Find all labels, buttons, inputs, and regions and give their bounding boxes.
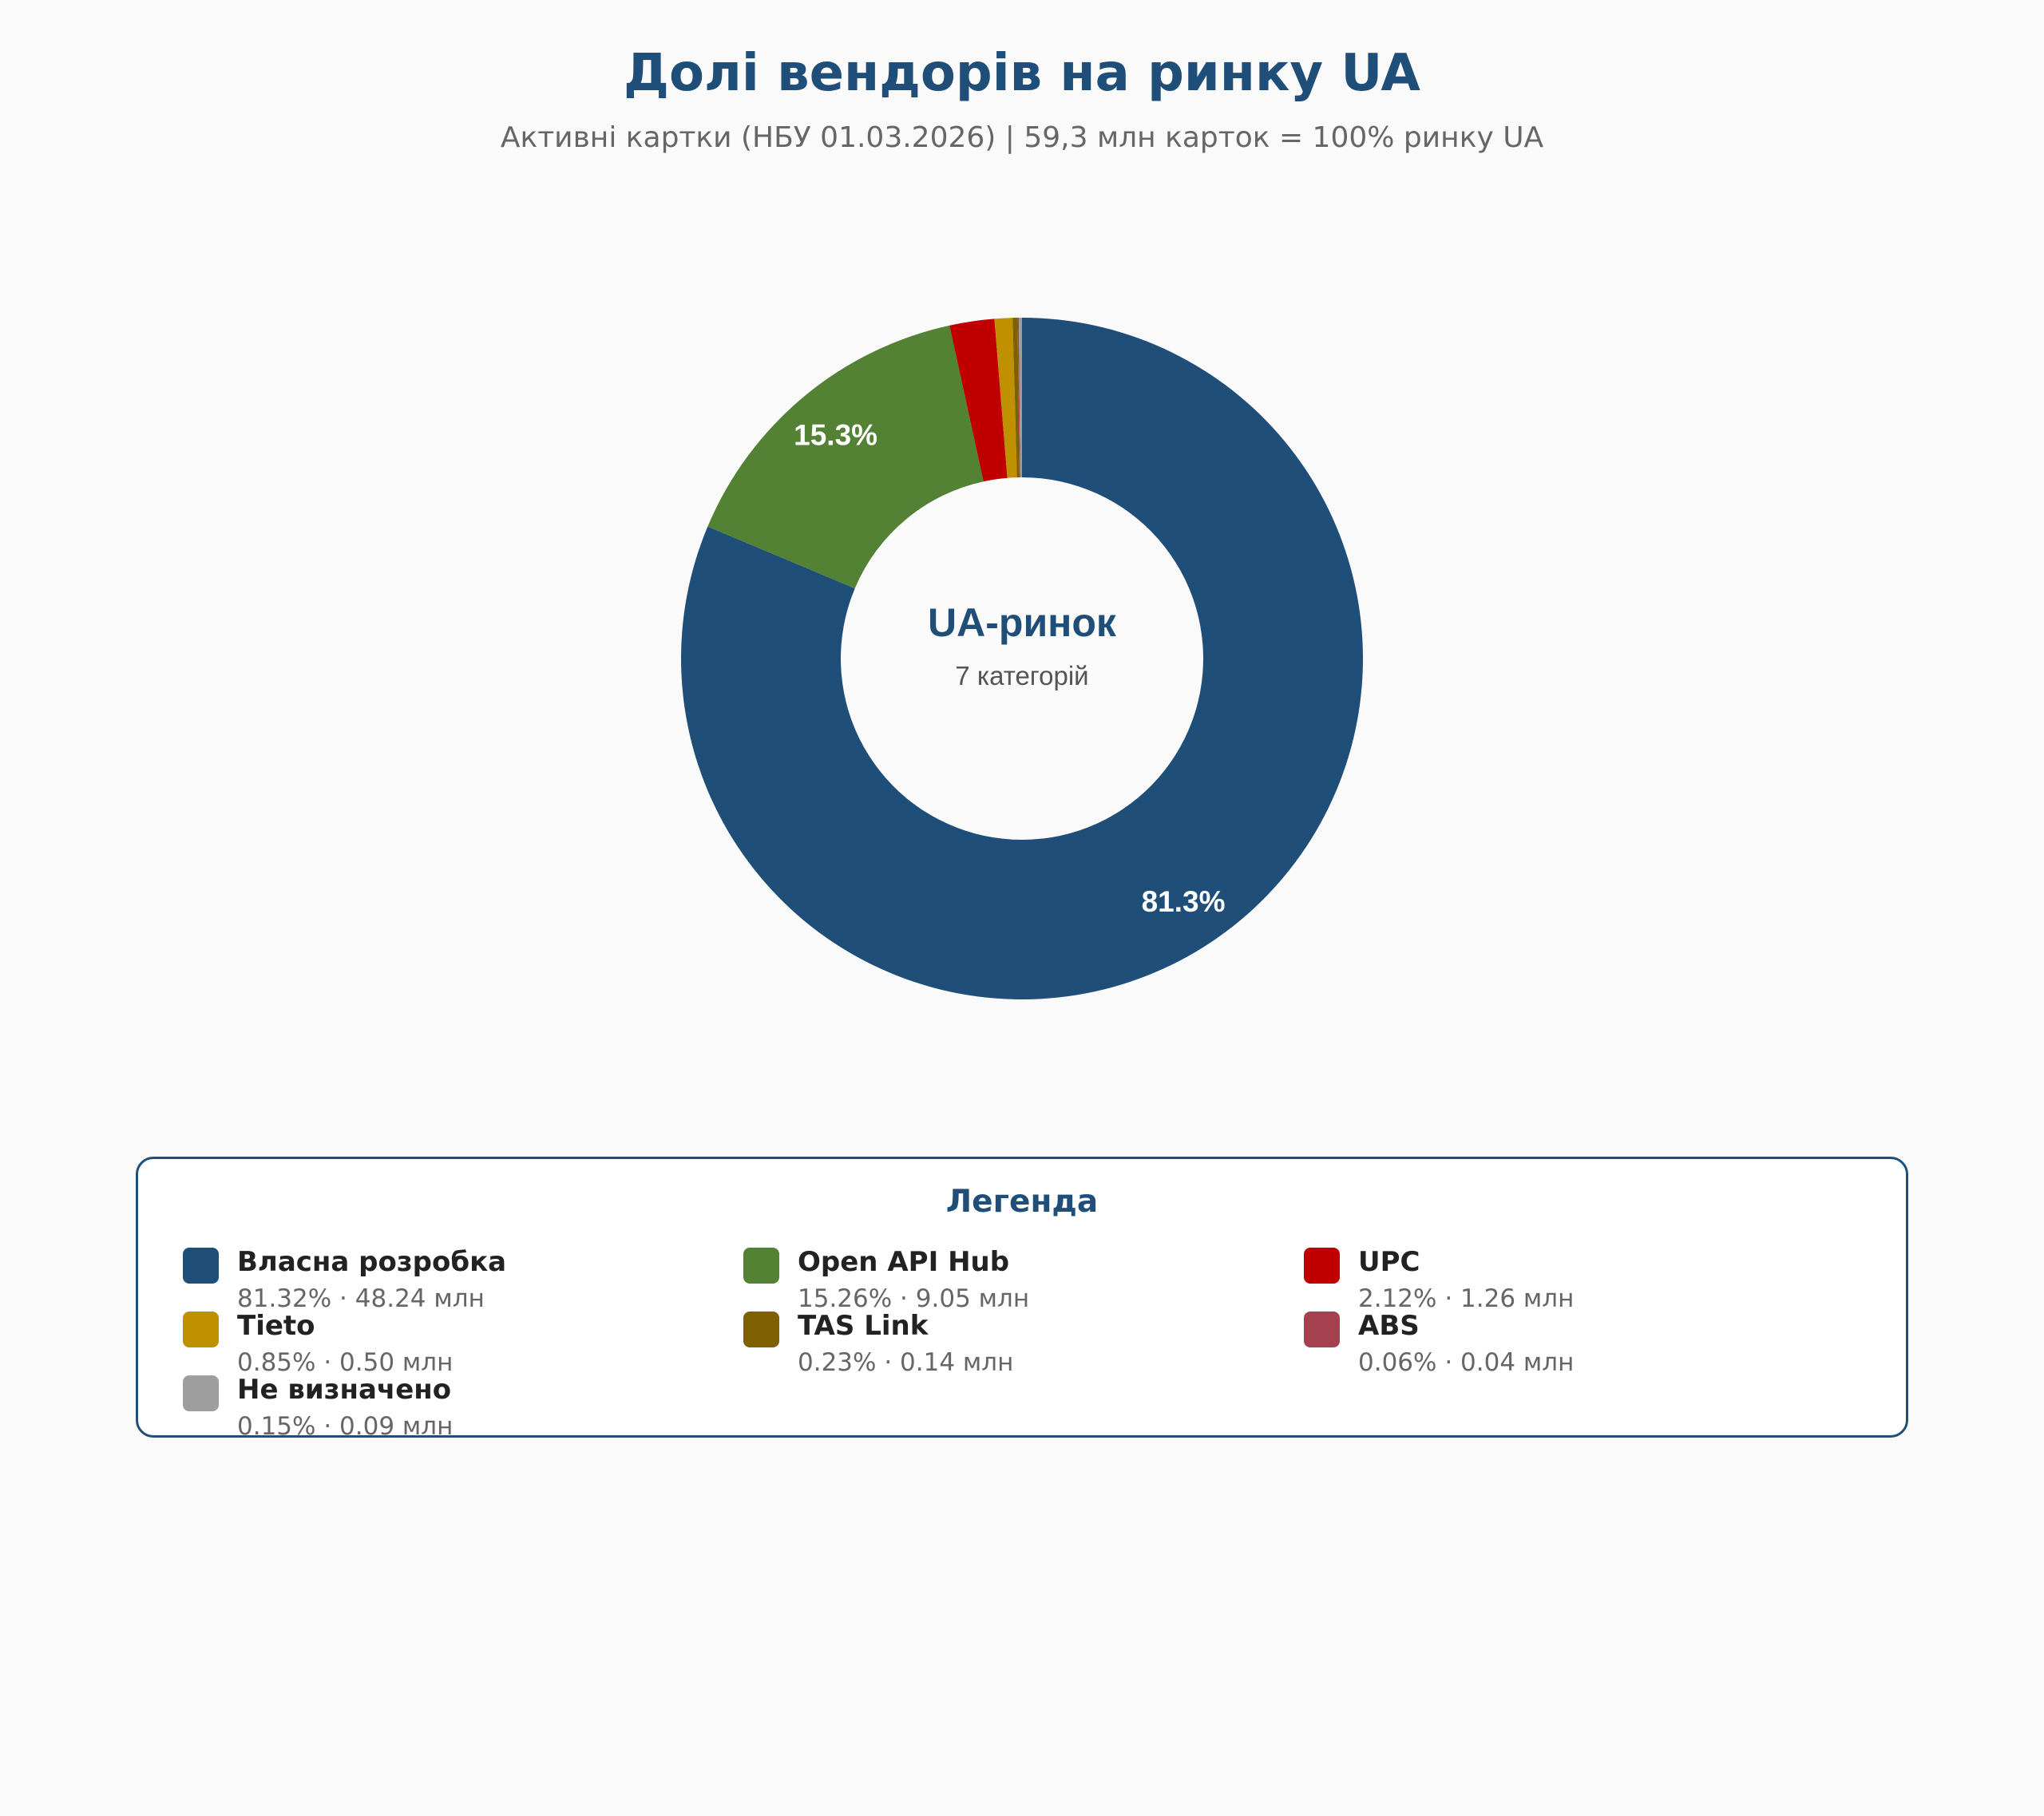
- legend-item-value: 81.32% · 48.24 млн: [237, 1284, 485, 1313]
- legend-item-ne-vyznacheno: Не визначено 0.15% · 0.09 млн: [183, 1371, 710, 1441]
- slice-labels-group: 81.3% 15.3%: [794, 418, 1225, 918]
- legend-title: Легенда: [945, 1184, 1099, 1220]
- donut-slice-7: [1018, 318, 1022, 478]
- legend-swatch: [743, 1248, 779, 1284]
- legend-item-vlasna-rozrobka: Власна розробка 81.32% · 48.24 млн: [183, 1244, 710, 1313]
- legend-item-abs: ABS 0.06% · 0.04 млн: [1304, 1308, 1831, 1377]
- legend-box: Легенда Власна розробка 81.32% · 48.24 м…: [136, 1157, 1908, 1441]
- donut-slice-2: [707, 325, 984, 589]
- donut-slice-5: [1012, 318, 1020, 478]
- page-title: Долі вендорів на ринку UA: [624, 44, 1420, 103]
- legend-swatch: [1304, 1248, 1340, 1284]
- legend-item-tieto: Tieto 0.85% · 0.50 млн: [183, 1308, 710, 1377]
- legend-item-name: Власна розробка: [237, 1246, 507, 1278]
- legend-swatch: [183, 1248, 219, 1284]
- donut-slice-4: [994, 318, 1017, 478]
- legend-item-upc: UPC 2.12% · 1.26 млн: [1304, 1244, 1831, 1313]
- page-subtitle: Активні картки (НБУ 01.03.2026) | 59,3 м…: [500, 121, 1544, 154]
- legend-swatch: [743, 1312, 779, 1347]
- donut-slice-1: [680, 318, 1363, 999]
- legend-item-name: TAS Link: [798, 1310, 929, 1342]
- legend-swatch: [1304, 1312, 1340, 1347]
- legend-item-open-api-hub: Open API Hub 15.26% · 9.05 млн: [743, 1244, 1270, 1313]
- slices-group: [680, 318, 1363, 999]
- donut-chart: 81.3% 15.3% UA-ринок 7 категорій: [680, 318, 1363, 999]
- legend-item-name: Tieto: [237, 1310, 315, 1342]
- legend-item-name: Не визначено: [237, 1374, 452, 1406]
- donut-center-subtitle: 7 категорій: [955, 661, 1088, 690]
- legend-item-value: 0.06% · 0.04 млн: [1358, 1348, 1575, 1377]
- legend-item-value: 0.23% · 0.14 млн: [798, 1348, 1014, 1377]
- donut-slice-3: [949, 318, 1008, 482]
- legend-item-tas-link: TAS Link 0.23% · 0.14 млн: [743, 1308, 1270, 1377]
- legend-item-value: 0.85% · 0.50 млн: [237, 1348, 454, 1377]
- donut-center-title: UA-ринок: [928, 600, 1117, 645]
- legend-item-value: 15.26% · 9.05 млн: [798, 1284, 1030, 1313]
- legend-item-name: Open API Hub: [798, 1246, 1010, 1278]
- slice-label-1: 81.3%: [1142, 885, 1226, 918]
- legend-swatch: [183, 1312, 219, 1347]
- legend-item-name: ABS: [1358, 1310, 1420, 1342]
- legend-item-name: UPC: [1358, 1246, 1420, 1278]
- donut-slice-6: [1017, 318, 1020, 478]
- legend-item-value: 2.12% · 1.26 млн: [1358, 1284, 1575, 1313]
- legend-swatch: [183, 1375, 219, 1411]
- slice-label-2: 15.3%: [794, 418, 877, 451]
- legend-item-value: 0.15% · 0.09 млн: [237, 1412, 454, 1441]
